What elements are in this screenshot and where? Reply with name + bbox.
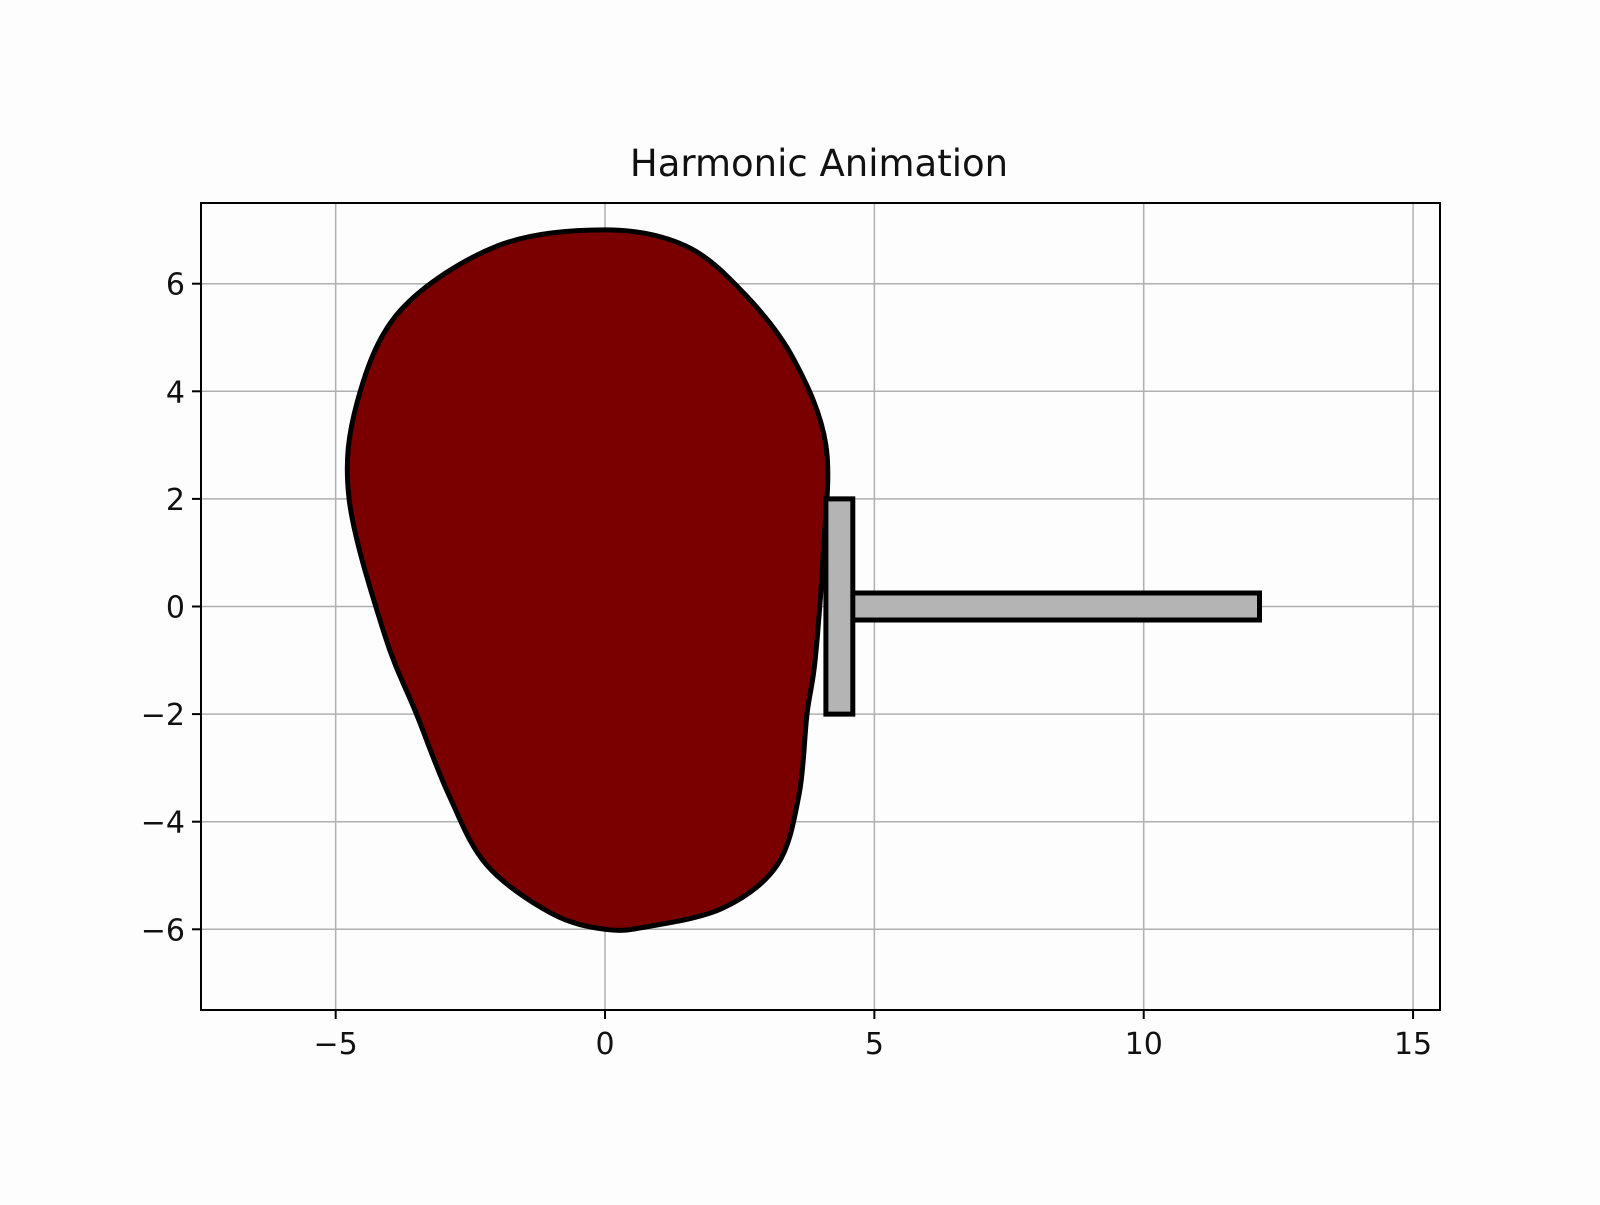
x-tick-label: −5 bbox=[314, 1027, 358, 1062]
chart-title: Harmonic Animation bbox=[630, 142, 1008, 185]
y-tick-label: 6 bbox=[166, 268, 185, 303]
follower-stem bbox=[847, 590, 1262, 623]
cam-shape bbox=[344, 227, 831, 933]
x-tick-label: 10 bbox=[1125, 1027, 1163, 1062]
axis-ticks: −5 0 5 10 15 −6 −4 −2 0 2 4 6 bbox=[141, 268, 1432, 1062]
y-tick-label: 2 bbox=[166, 483, 185, 518]
x-tick-label: 0 bbox=[595, 1027, 614, 1062]
y-tick-label: 4 bbox=[166, 375, 185, 410]
plot-shapes bbox=[344, 227, 1262, 933]
y-tick-label: −6 bbox=[141, 913, 185, 948]
x-tick-label: 5 bbox=[865, 1027, 884, 1062]
y-tick-label: −2 bbox=[141, 698, 185, 733]
y-tick-label: 0 bbox=[166, 591, 185, 626]
follower-plate bbox=[823, 496, 856, 717]
y-tick-label: −4 bbox=[141, 806, 185, 841]
x-tick-label: 15 bbox=[1394, 1027, 1432, 1062]
